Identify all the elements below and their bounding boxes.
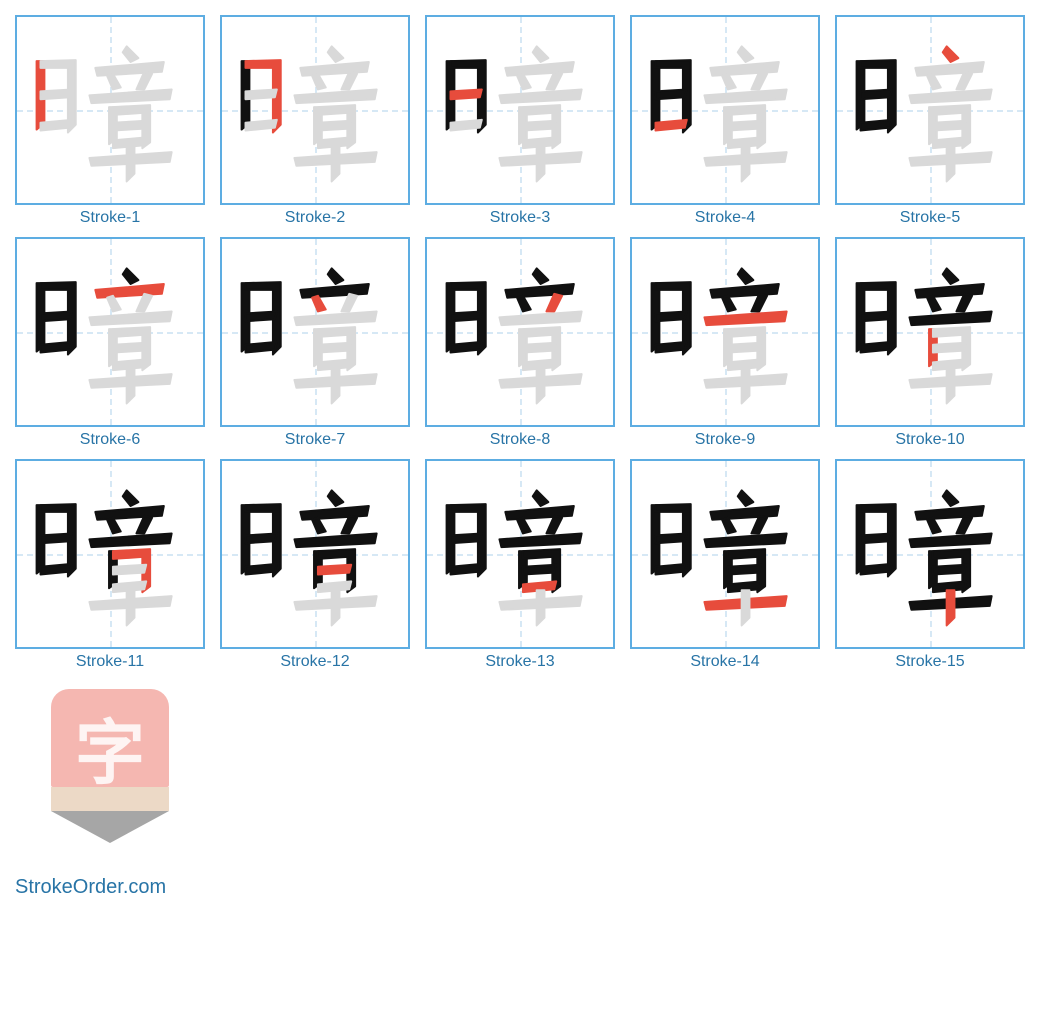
stroke-tile <box>425 15 615 205</box>
stroke-cell: Stroke-9 <box>630 237 820 449</box>
stroke-cell: Stroke-3 <box>425 15 615 227</box>
stroke-tile <box>835 459 1025 649</box>
character-svg <box>17 17 203 203</box>
stroke-label: Stroke-8 <box>490 431 550 449</box>
logo-cell: 字 <box>15 681 205 854</box>
stroke-label: Stroke-12 <box>280 653 349 671</box>
character-svg <box>837 461 1023 647</box>
character-svg <box>427 239 613 425</box>
stroke-cell: Stroke-6 <box>15 237 205 449</box>
stroke-cell: Stroke-2 <box>220 15 410 227</box>
character-svg <box>427 17 613 203</box>
stroke-cell: Stroke-12 <box>220 459 410 671</box>
stroke-label: Stroke-5 <box>900 209 960 227</box>
character-svg <box>17 239 203 425</box>
stroke-tile <box>835 237 1025 427</box>
logo-char: 字 <box>51 697 169 798</box>
stroke-tile <box>220 237 410 427</box>
character-svg <box>222 239 408 425</box>
stroke-tile <box>15 15 205 205</box>
stroke-cell: Stroke-13 <box>425 459 615 671</box>
stroke-tile <box>15 459 205 649</box>
stroke-tile <box>835 15 1025 205</box>
character-svg <box>837 239 1023 425</box>
stroke-cell: Stroke-7 <box>220 237 410 449</box>
character-svg <box>222 17 408 203</box>
stroke-tile <box>220 15 410 205</box>
stroke-label: Stroke-10 <box>895 431 964 449</box>
stroke-label: Stroke-6 <box>80 431 140 449</box>
stroke-tile <box>425 237 615 427</box>
stroke-label: Stroke-1 <box>80 209 140 227</box>
stroke-cell: Stroke-1 <box>15 15 205 227</box>
stroke-label: Stroke-11 <box>76 653 144 671</box>
stroke-label: Stroke-3 <box>490 209 550 227</box>
character-svg <box>632 461 818 647</box>
stroke-tile <box>630 237 820 427</box>
stroke-tile <box>630 459 820 649</box>
stroke-cell: Stroke-14 <box>630 459 820 671</box>
stroke-tile <box>15 237 205 427</box>
logo-top: 字 <box>51 689 169 787</box>
footer-link[interactable]: StrokeOrder.com <box>15 876 1035 899</box>
stroke-label: Stroke-4 <box>695 209 755 227</box>
logo-pencil-tip <box>51 811 169 843</box>
stroke-tile <box>220 459 410 649</box>
character-svg <box>222 461 408 647</box>
character-svg <box>632 17 818 203</box>
stroke-tile <box>425 459 615 649</box>
stroke-cell: Stroke-15 <box>835 459 1025 671</box>
stroke-cell: Stroke-11 <box>15 459 205 671</box>
site-logo: 字 <box>45 689 175 854</box>
stroke-label: Stroke-14 <box>690 653 759 671</box>
stroke-label: Stroke-13 <box>485 653 554 671</box>
stroke-cell: Stroke-4 <box>630 15 820 227</box>
stroke-cell: Stroke-8 <box>425 237 615 449</box>
stroke-label: Stroke-2 <box>285 209 345 227</box>
stroke-label: Stroke-9 <box>695 431 755 449</box>
character-svg <box>17 461 203 647</box>
character-svg <box>632 239 818 425</box>
stroke-tile <box>630 15 820 205</box>
stroke-cell: Stroke-5 <box>835 15 1025 227</box>
stroke-grid: Stroke-1 Stroke-2 Stroke-3 Stroke-4 Stroke-5… <box>15 15 1035 854</box>
stroke-label: Stroke-15 <box>895 653 964 671</box>
character-svg <box>837 17 1023 203</box>
stroke-cell: Stroke-10 <box>835 237 1025 449</box>
character-svg <box>427 461 613 647</box>
stroke-label: Stroke-7 <box>285 431 345 449</box>
